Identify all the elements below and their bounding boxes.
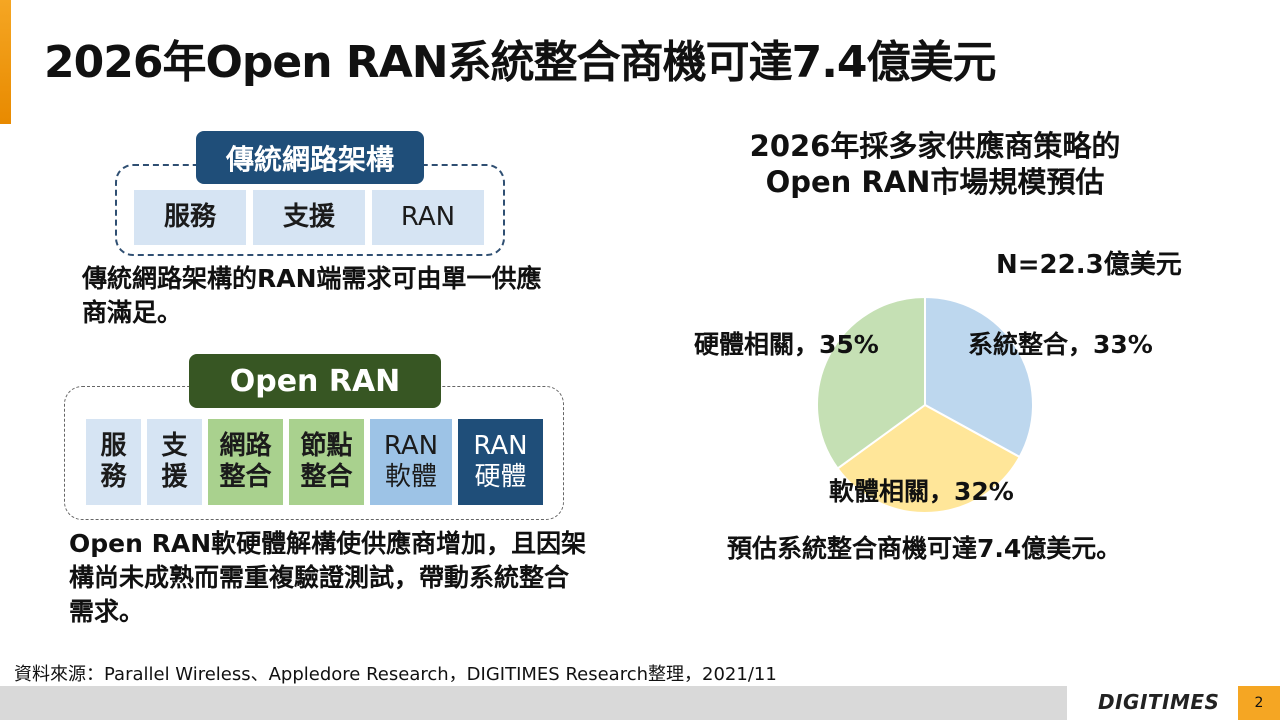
footer-bar xyxy=(0,686,1067,720)
slice-label-hardware: 硬體相關，35% xyxy=(694,330,879,359)
open-ran-cell-node-integration: 節點 整合 xyxy=(289,419,364,505)
open-ran-cell-support: 支援 xyxy=(147,419,202,505)
open-ran-cell-network-integration: 網路 整合 xyxy=(208,419,283,505)
accent-bar xyxy=(0,0,11,124)
slice-label-software: 軟體相關，32% xyxy=(829,477,1014,506)
pie-slice-hardware xyxy=(816,295,926,470)
page-title: 2026年Open RAN系統整合商機可達7.4億美元 xyxy=(44,37,997,88)
chart-conclusion: 預估系統整合商機可達7.4億美元。 xyxy=(727,534,1122,563)
digitimes-logo: DIGITIMES xyxy=(1098,690,1220,714)
slice-label-system-integration: 系統整合，33% xyxy=(968,330,1153,359)
page-number: 2 xyxy=(1238,686,1280,720)
chart-sample-size: N=22.3億美元 xyxy=(996,250,1182,280)
pie-chart xyxy=(805,285,1045,525)
open-ran-cell-ran-software: RAN 軟體 xyxy=(370,419,452,505)
pie-svg xyxy=(816,295,1034,514)
traditional-cell-support: 支援 xyxy=(253,190,365,245)
pie-slice-system-integration xyxy=(924,295,1034,459)
open-ran-cell-service: 服務 xyxy=(86,419,141,505)
traditional-cell-ran: RAN xyxy=(372,190,484,245)
open-ran-description: Open RAN軟硬體解構使供應商增加，且因架構尚未成熟而需重複驗證測試，帶動系… xyxy=(69,529,587,626)
traditional-architecture-label: 傳統網路架構 xyxy=(196,131,424,184)
open-ran-label: Open RAN xyxy=(189,354,441,408)
open-ran-cell-ran-hardware: RAN 硬體 xyxy=(458,419,543,505)
traditional-description: 傳統網路架構的RAN端需求可由單一供應商滿足。 xyxy=(82,264,542,327)
pie-slice-software xyxy=(836,403,1021,514)
traditional-cell-service: 服務 xyxy=(134,190,246,245)
source-note: 資料來源：Parallel Wireless、Appledore Researc… xyxy=(14,664,777,685)
chart-title: 2026年採多家供應商策略的 Open RAN市場規模預估 xyxy=(749,129,1121,199)
